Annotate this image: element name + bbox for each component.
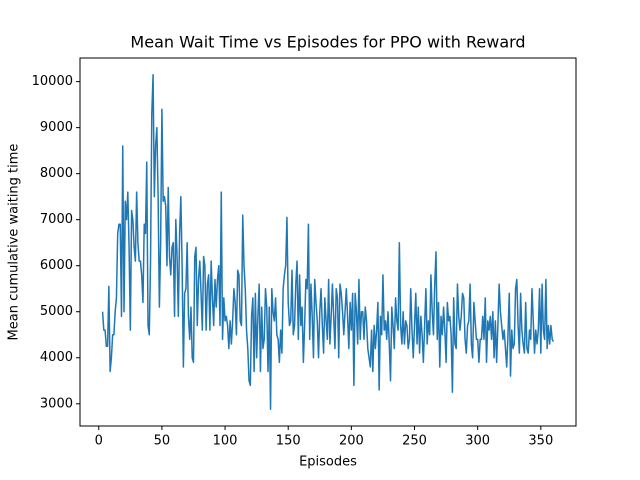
x-axis-label: Episodes: [299, 455, 357, 470]
x-tick-label: 300: [465, 434, 490, 449]
plot-frame: [79, 57, 577, 427]
x-tick-label: 50: [154, 434, 171, 449]
x-tick-label: 350: [528, 434, 553, 449]
y-tick-label: 6000: [40, 258, 73, 273]
y-tick-label: 5000: [40, 304, 73, 319]
y-tick-label: 3000: [40, 396, 73, 411]
y-tick-label: 4000: [40, 350, 73, 365]
y-tick-label: 7000: [40, 212, 73, 227]
x-tick-label: 250: [402, 434, 427, 449]
y-tick-label: 9000: [40, 120, 73, 135]
y-tick-label: 10000: [32, 74, 73, 89]
chart-title: Mean Wait Time vs Episodes for PPO with …: [130, 33, 525, 52]
data-line: [101, 73, 555, 411]
y-tick-label: 8000: [40, 166, 73, 181]
y-axis-label: Mean cumulative waiting time: [7, 144, 22, 341]
x-tick-label: 150: [276, 434, 301, 449]
x-tick-label: 100: [213, 434, 238, 449]
x-tick-label: 0: [95, 434, 103, 449]
x-tick-label: 200: [339, 434, 364, 449]
